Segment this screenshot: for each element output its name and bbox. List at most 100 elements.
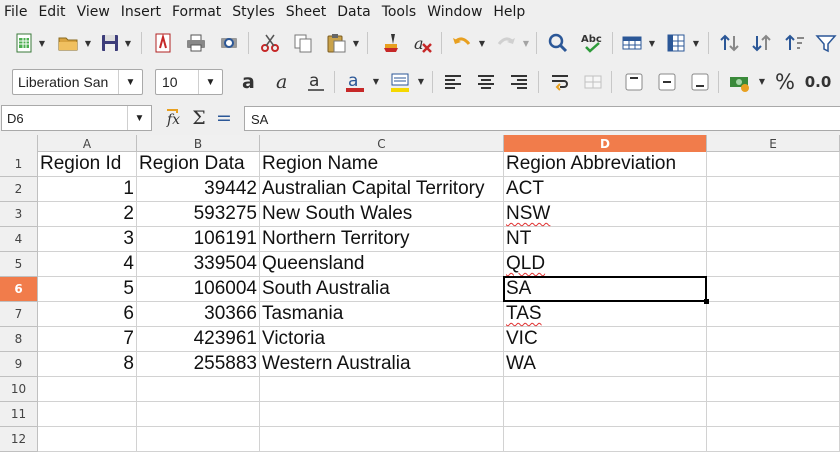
- underline-icon[interactable]: a: [302, 68, 330, 96]
- menu-styles[interactable]: Styles: [232, 3, 275, 20]
- cell-b5[interactable]: 339504: [137, 252, 260, 277]
- cell-c9[interactable]: Western Australia: [260, 352, 504, 377]
- align-bottom-icon[interactable]: [686, 68, 714, 96]
- cell-e6[interactable]: [707, 277, 840, 302]
- cell-b2[interactable]: 39442: [137, 177, 260, 202]
- cell-d7[interactable]: TAS: [504, 302, 707, 327]
- chevron-down-icon[interactable]: ▼: [118, 70, 142, 94]
- chevron-down-icon[interactable]: ▼: [692, 38, 700, 48]
- menu-edit[interactable]: Edit: [38, 3, 66, 20]
- autofilter-icon[interactable]: [812, 29, 840, 57]
- chevron-down-icon[interactable]: ▼: [124, 38, 132, 48]
- column-header-a[interactable]: A: [38, 135, 137, 152]
- new-spreadsheet-icon[interactable]: [10, 29, 38, 57]
- cell-d3[interactable]: NSW: [504, 202, 707, 227]
- cell-e3[interactable]: [707, 202, 840, 227]
- cell-e12[interactable]: [707, 427, 840, 452]
- cell-b11[interactable]: [137, 402, 260, 427]
- cell-b10[interactable]: [137, 377, 260, 402]
- cell-e1[interactable]: [707, 152, 840, 177]
- row-header[interactable]: 6: [0, 277, 38, 302]
- cell-c6[interactable]: South Australia: [260, 277, 504, 302]
- fill-handle[interactable]: [704, 299, 709, 304]
- italic-icon[interactable]: a: [269, 68, 297, 96]
- cell-c2[interactable]: Australian Capital Territory: [260, 177, 504, 202]
- cell-d6[interactable]: SA: [504, 277, 707, 302]
- spelling-icon[interactable]: Abc: [578, 29, 606, 57]
- cell-a1[interactable]: Region Id: [38, 152, 137, 177]
- cell-c5[interactable]: Queensland: [260, 252, 504, 277]
- find-replace-icon[interactable]: [544, 29, 572, 57]
- cell-d1[interactable]: Region Abbreviation: [504, 152, 707, 177]
- cell-d8[interactable]: VIC: [504, 327, 707, 352]
- row-header[interactable]: 10: [0, 377, 38, 402]
- formula-input[interactable]: SA: [244, 106, 840, 131]
- paste-icon[interactable]: [322, 29, 350, 57]
- cell-d9[interactable]: WA: [504, 352, 707, 377]
- clear-formatting-icon[interactable]: a: [408, 29, 436, 57]
- row-header[interactable]: 9: [0, 352, 38, 377]
- bold-icon[interactable]: a: [236, 68, 264, 96]
- cell-b7[interactable]: 30366: [137, 302, 260, 327]
- save-icon[interactable]: [96, 29, 124, 57]
- cell-a9[interactable]: 8: [38, 352, 137, 377]
- print-preview-icon[interactable]: [215, 29, 243, 57]
- select-all-corner[interactable]: [0, 135, 38, 152]
- cell-a10[interactable]: [38, 377, 137, 402]
- print-icon[interactable]: [182, 29, 210, 57]
- redo-icon[interactable]: [492, 29, 520, 57]
- cell-e8[interactable]: [707, 327, 840, 352]
- row-header[interactable]: 8: [0, 327, 38, 352]
- menu-insert[interactable]: Insert: [120, 3, 161, 20]
- sort-icon[interactable]: [716, 29, 744, 57]
- cell-c7[interactable]: Tasmania: [260, 302, 504, 327]
- cell-d11[interactable]: [504, 402, 707, 427]
- cell-a3[interactable]: 2: [38, 202, 137, 227]
- font-color-icon[interactable]: a: [341, 68, 369, 96]
- cell-b3[interactable]: 593275: [137, 202, 260, 227]
- chevron-down-icon[interactable]: ▼: [478, 38, 486, 48]
- menu-view[interactable]: View: [76, 3, 110, 20]
- cell-d10[interactable]: [504, 377, 707, 402]
- cell-e2[interactable]: [707, 177, 840, 202]
- cell-a5[interactable]: 4: [38, 252, 137, 277]
- cell-c10[interactable]: [260, 377, 504, 402]
- menu-sheet[interactable]: Sheet: [285, 3, 327, 20]
- wrap-text-icon[interactable]: [546, 68, 574, 96]
- align-top-icon[interactable]: [620, 68, 648, 96]
- currency-icon[interactable]: [726, 68, 754, 96]
- cell-c4[interactable]: Northern Territory: [260, 227, 504, 252]
- chevron-down-icon[interactable]: ▼: [198, 70, 222, 94]
- cell-e10[interactable]: [707, 377, 840, 402]
- chevron-down-icon[interactable]: ▼: [127, 106, 151, 130]
- cell-a6[interactable]: 5: [38, 277, 137, 302]
- sort-descending-icon[interactable]: [748, 29, 776, 57]
- menu-help[interactable]: Help: [493, 3, 526, 20]
- cell-c3[interactable]: New South Wales: [260, 202, 504, 227]
- align-center-icon[interactable]: [472, 68, 500, 96]
- cell-c1[interactable]: Region Name: [260, 152, 504, 177]
- number-format-button[interactable]: 0.0: [804, 72, 832, 91]
- chevron-down-icon[interactable]: ▼: [522, 38, 530, 48]
- row-header[interactable]: 7: [0, 302, 38, 327]
- copy-icon[interactable]: [289, 29, 317, 57]
- row-icon[interactable]: [618, 29, 646, 57]
- sort-ascending-icon[interactable]: [781, 29, 809, 57]
- function-wizard-icon[interactable]: fx: [162, 106, 186, 130]
- menu-tools[interactable]: Tools: [381, 3, 417, 20]
- cut-icon[interactable]: [256, 29, 284, 57]
- align-left-icon[interactable]: [439, 68, 467, 96]
- clone-formatting-icon[interactable]: [376, 29, 404, 57]
- chevron-down-icon[interactable]: ▼: [417, 77, 425, 86]
- column-icon[interactable]: [662, 29, 690, 57]
- cell-b6[interactable]: 106004: [137, 277, 260, 302]
- cell-d12[interactable]: [504, 427, 707, 452]
- cell-d4[interactable]: NT: [504, 227, 707, 252]
- cell-b4[interactable]: 106191: [137, 227, 260, 252]
- cell-e7[interactable]: [707, 302, 840, 327]
- cell-b12[interactable]: [137, 427, 260, 452]
- formula-button[interactable]: =: [216, 107, 232, 129]
- chevron-down-icon[interactable]: ▼: [372, 77, 380, 86]
- cell-c8[interactable]: Victoria: [260, 327, 504, 352]
